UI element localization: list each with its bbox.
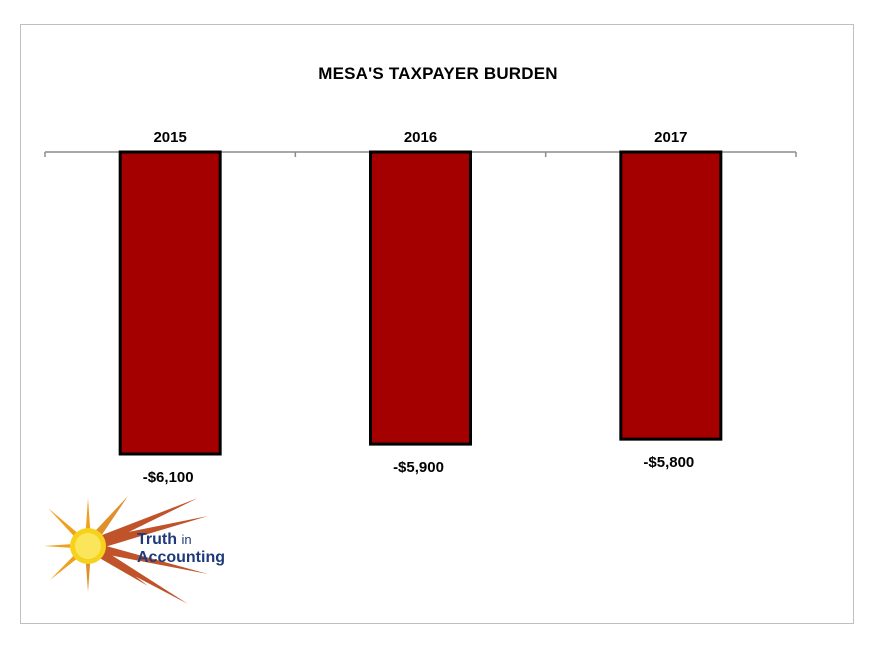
category-label-2015: 2015 xyxy=(153,129,186,146)
bar-2017 xyxy=(619,150,723,441)
logo-text-line2: Accounting xyxy=(137,549,225,566)
category-label-2016: 2016 xyxy=(404,129,437,146)
logo-text-line1: Truth in xyxy=(137,531,192,549)
value-label-2016: -$5,900 xyxy=(393,459,444,476)
sun-logo-icon xyxy=(44,496,208,604)
logo-word-in: in xyxy=(181,532,192,547)
value-label-2017: -$5,800 xyxy=(643,454,694,471)
value-label-2015: -$6,100 xyxy=(143,469,194,486)
category-label-2017: 2017 xyxy=(654,129,687,146)
logo-word-truth: Truth xyxy=(137,531,177,548)
bars xyxy=(118,150,723,456)
chart-title: MESA'S TAXPAYER BURDEN xyxy=(318,64,558,83)
bar-2015 xyxy=(118,150,222,456)
bar-2016 xyxy=(369,150,472,446)
labels: 2015 -$6,100 2016 -$5,900 2017 -$5,800 xyxy=(143,129,695,486)
